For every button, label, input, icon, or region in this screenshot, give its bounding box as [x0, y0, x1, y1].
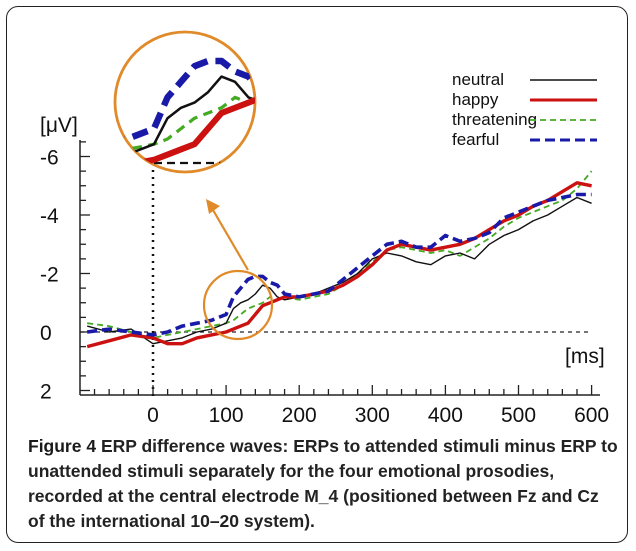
erp-chart: -6 -4 -2 0 2 0 100 200 300 400 500 600 [μV] [ms] neut…	[40, 30, 609, 427]
x-tick-label: 300	[355, 404, 390, 427]
y-axis-label: [μV]	[40, 114, 78, 137]
legend-label-threatening: threatening	[452, 110, 537, 129]
zoom-inset	[113, 30, 257, 271]
caption-label: Figure 4	[28, 436, 97, 456]
figure-frame	[6, 6, 628, 543]
highlight-circle	[202, 269, 274, 341]
y-tick-label: -2	[40, 264, 59, 287]
zoom-arrow-head	[206, 199, 220, 214]
x-tick-label: 200	[282, 404, 317, 427]
inset-series-threatening	[115, 32, 255, 172]
x-axis-label: [ms]	[565, 345, 605, 368]
chart-axes	[79, 140, 600, 400]
x-tick-label: 600	[574, 404, 609, 427]
x-tick-label: 100	[209, 404, 244, 427]
y-tick-label: -4	[40, 205, 59, 228]
labels-layer: -6 -4 -2 0 2 0 100 200 300 400 500 600 [μV] [ms]	[40, 114, 609, 427]
series-layer	[86, 170, 593, 349]
inset-series-fearful	[115, 32, 255, 169]
y-tick-label: 0	[40, 322, 52, 345]
x-tick-label: 400	[428, 404, 463, 427]
zoom-arrow-shaft	[212, 209, 249, 271]
figure-caption: Figure 4 ERP difference waves: ERPs to a…	[28, 434, 618, 534]
series-line-neutral	[87, 196, 592, 345]
y-tick-label: 2	[40, 381, 52, 404]
legend-label-happy: happy	[452, 90, 499, 109]
y-tick-label: -6	[40, 147, 59, 170]
legend-label-fearful: fearful	[452, 130, 499, 149]
caption-text: ERP difference waves: ERPs to attended s…	[28, 436, 618, 531]
x-tick-label: 0	[147, 404, 159, 427]
series-line-threatening	[87, 170, 593, 339]
inset-content	[115, 32, 255, 172]
legend-label-neutral: neutral	[452, 70, 504, 89]
inset-series-happy	[115, 32, 255, 172]
x-tick-label: 500	[501, 404, 536, 427]
inset-series-neutral	[115, 32, 255, 172]
series-line-happy	[86, 181, 592, 349]
series-line-fearful	[86, 192, 592, 337]
